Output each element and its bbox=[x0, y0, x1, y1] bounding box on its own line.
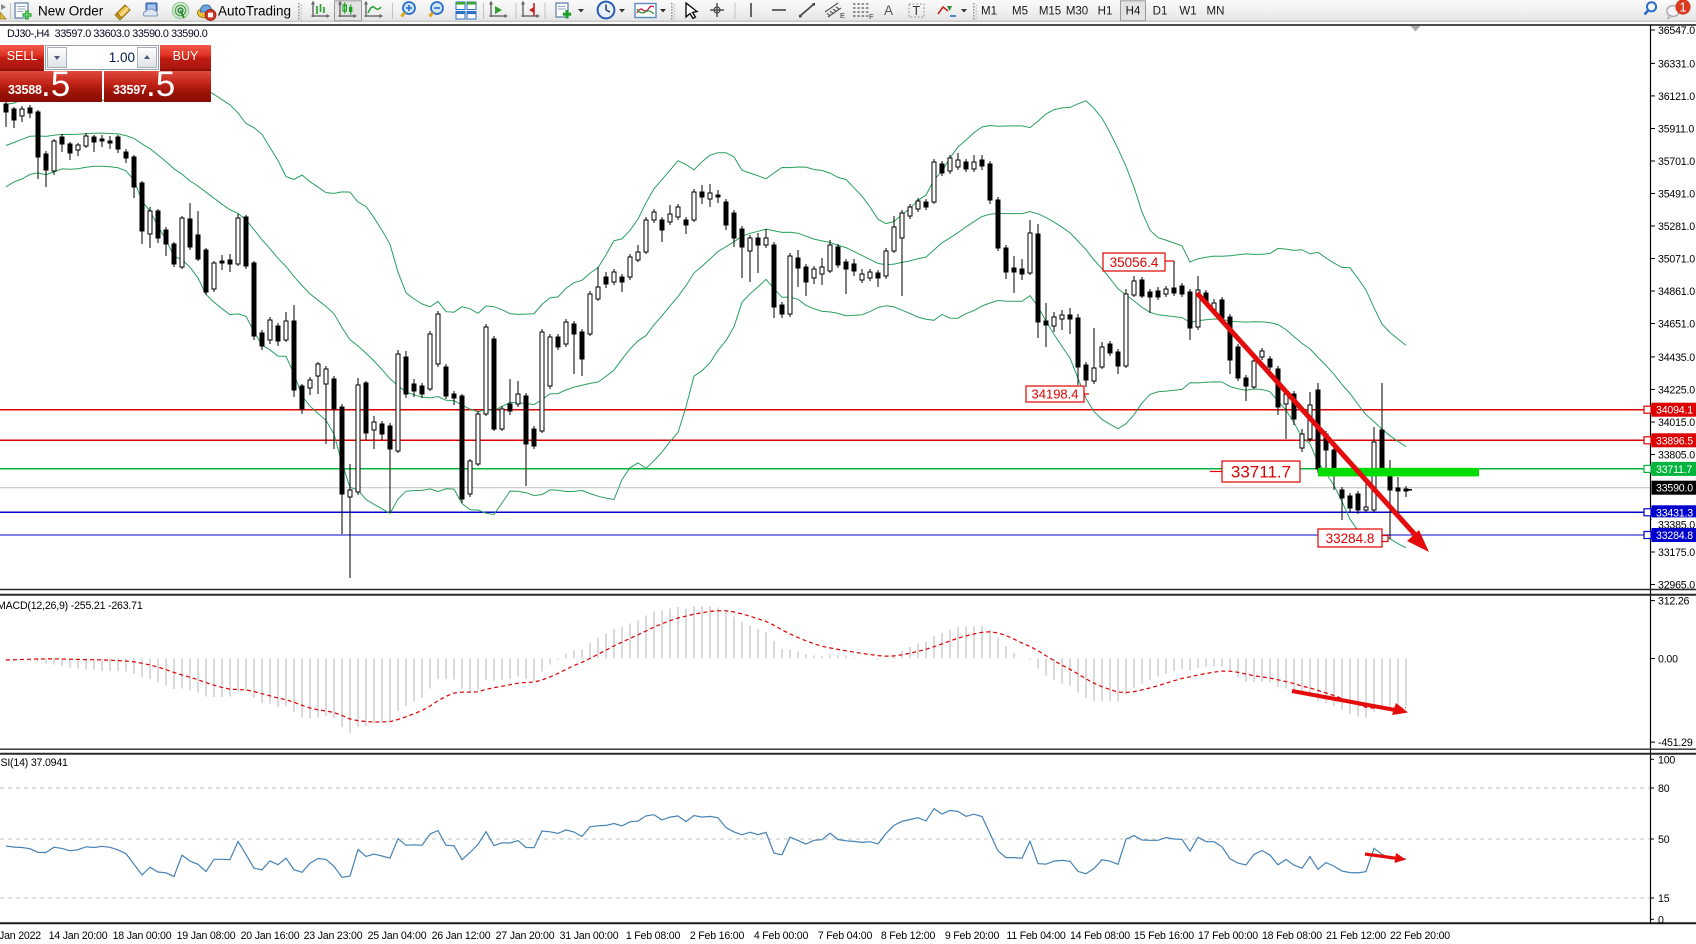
svg-text:7 Feb 04:00: 7 Feb 04:00 bbox=[818, 930, 873, 942]
svg-text:35281.0: 35281.0 bbox=[1658, 221, 1695, 233]
svg-text:31 Jan 00:00: 31 Jan 00:00 bbox=[560, 930, 619, 942]
svg-text:15: 15 bbox=[1658, 893, 1670, 905]
svg-text:27 Jan 20:00: 27 Jan 20:00 bbox=[496, 930, 555, 942]
svg-text:AutoTrading: AutoTrading bbox=[218, 4, 291, 19]
svg-text:0.00: 0.00 bbox=[1658, 654, 1678, 666]
svg-text:Jan 2022: Jan 2022 bbox=[0, 930, 41, 942]
svg-text:MACD(12,26,9) -255.21 -263.71: MACD(12,26,9) -255.21 -263.71 bbox=[0, 600, 143, 612]
svg-text:-451.29: -451.29 bbox=[1658, 737, 1693, 749]
svg-text:33711.7: 33711.7 bbox=[1231, 463, 1291, 482]
svg-text:34225.0: 34225.0 bbox=[1658, 384, 1695, 396]
svg-text:MN: MN bbox=[1207, 6, 1225, 18]
svg-text:F: F bbox=[869, 12, 874, 21]
svg-text:22 Feb 20:00: 22 Feb 20:00 bbox=[1390, 930, 1450, 942]
svg-text:8 Feb 12:00: 8 Feb 12:00 bbox=[881, 930, 936, 942]
svg-text:14 Jan 20:00: 14 Jan 20:00 bbox=[49, 930, 108, 942]
svg-text:H4: H4 bbox=[1126, 6, 1141, 18]
svg-text:2 Feb 16:00: 2 Feb 16:00 bbox=[690, 930, 745, 942]
svg-text:312.26: 312.26 bbox=[1658, 596, 1690, 608]
svg-text:20 Jan 16:00: 20 Jan 16:00 bbox=[241, 930, 300, 942]
svg-text:1 Feb 08:00: 1 Feb 08:00 bbox=[626, 930, 681, 942]
svg-text:35911.0: 35911.0 bbox=[1658, 124, 1694, 136]
svg-text:D1: D1 bbox=[1153, 6, 1168, 18]
svg-text:9 Feb 20:00: 9 Feb 20:00 bbox=[945, 930, 1000, 942]
svg-text:34651.0: 34651.0 bbox=[1658, 319, 1695, 331]
svg-text:35071.0: 35071.0 bbox=[1658, 254, 1695, 266]
svg-text:A: A bbox=[884, 3, 893, 18]
svg-text:1: 1 bbox=[1680, 1, 1687, 15]
svg-text:17 Feb 00:00: 17 Feb 00:00 bbox=[1198, 930, 1258, 942]
svg-text:50: 50 bbox=[1658, 834, 1670, 846]
svg-text:25 Jan 04:00: 25 Jan 04:00 bbox=[368, 930, 427, 942]
svg-text:M15: M15 bbox=[1039, 6, 1061, 18]
svg-text:36331.0: 36331.0 bbox=[1658, 58, 1695, 70]
svg-text:18 Feb 08:00: 18 Feb 08:00 bbox=[1262, 930, 1322, 942]
svg-text:34015.0: 34015.0 bbox=[1658, 417, 1695, 429]
svg-text:RSI(14) 37.0941: RSI(14) 37.0941 bbox=[0, 757, 68, 769]
svg-text:H1: H1 bbox=[1098, 6, 1113, 18]
svg-text:M1: M1 bbox=[981, 6, 997, 18]
svg-text:23 Jan 23:00: 23 Jan 23:00 bbox=[304, 930, 363, 942]
svg-text:W1: W1 bbox=[1179, 6, 1196, 18]
svg-text:19 Jan 08:00: 19 Jan 08:00 bbox=[177, 930, 236, 942]
svg-text:T: T bbox=[913, 4, 921, 18]
svg-text:E: E bbox=[840, 11, 845, 20]
svg-text:15 Feb 16:00: 15 Feb 16:00 bbox=[1134, 930, 1194, 942]
svg-text:33805.0: 33805.0 bbox=[1658, 450, 1695, 462]
svg-text:36547.0: 36547.0 bbox=[1658, 25, 1695, 37]
svg-text:26 Jan 12:00: 26 Jan 12:00 bbox=[432, 930, 491, 942]
svg-text:0: 0 bbox=[1658, 914, 1664, 926]
svg-text:80: 80 bbox=[1658, 783, 1670, 795]
svg-text:33896.5: 33896.5 bbox=[1656, 435, 1693, 447]
svg-text:35056.4: 35056.4 bbox=[1110, 255, 1159, 270]
svg-text:4 Feb 00:00: 4 Feb 00:00 bbox=[754, 930, 809, 942]
svg-text:34861.0: 34861.0 bbox=[1658, 286, 1695, 298]
svg-text:34435.0: 34435.0 bbox=[1658, 352, 1695, 364]
svg-text:21 Feb 12:00: 21 Feb 12:00 bbox=[1326, 930, 1386, 942]
svg-text:M5: M5 bbox=[1012, 6, 1028, 18]
svg-text:M30: M30 bbox=[1066, 6, 1088, 18]
svg-text:New Order: New Order bbox=[38, 4, 104, 19]
svg-text:34094.1: 34094.1 bbox=[1656, 405, 1693, 417]
svg-text:33284.8: 33284.8 bbox=[1656, 530, 1693, 542]
svg-text:33284.8: 33284.8 bbox=[1326, 531, 1375, 546]
svg-text:33431.3: 33431.3 bbox=[1656, 507, 1693, 519]
svg-text:35491.0: 35491.0 bbox=[1658, 189, 1695, 201]
svg-text:36121.0: 36121.0 bbox=[1658, 91, 1695, 103]
svg-text:35701.0: 35701.0 bbox=[1658, 156, 1695, 168]
svg-text:14 Feb 08:00: 14 Feb 08:00 bbox=[1070, 930, 1130, 942]
svg-text:34198.4: 34198.4 bbox=[1032, 387, 1079, 402]
svg-text:33590.0: 33590.0 bbox=[1656, 483, 1693, 495]
svg-text:32965.0: 32965.0 bbox=[1658, 580, 1695, 592]
svg-text:11 Feb 04:00: 11 Feb 04:00 bbox=[1006, 930, 1066, 942]
svg-text:18 Jan 00:00: 18 Jan 00:00 bbox=[113, 930, 172, 942]
svg-text:33711.7: 33711.7 bbox=[1656, 464, 1692, 476]
svg-text:100: 100 bbox=[1658, 754, 1675, 766]
svg-text:33175.0: 33175.0 bbox=[1658, 547, 1695, 559]
